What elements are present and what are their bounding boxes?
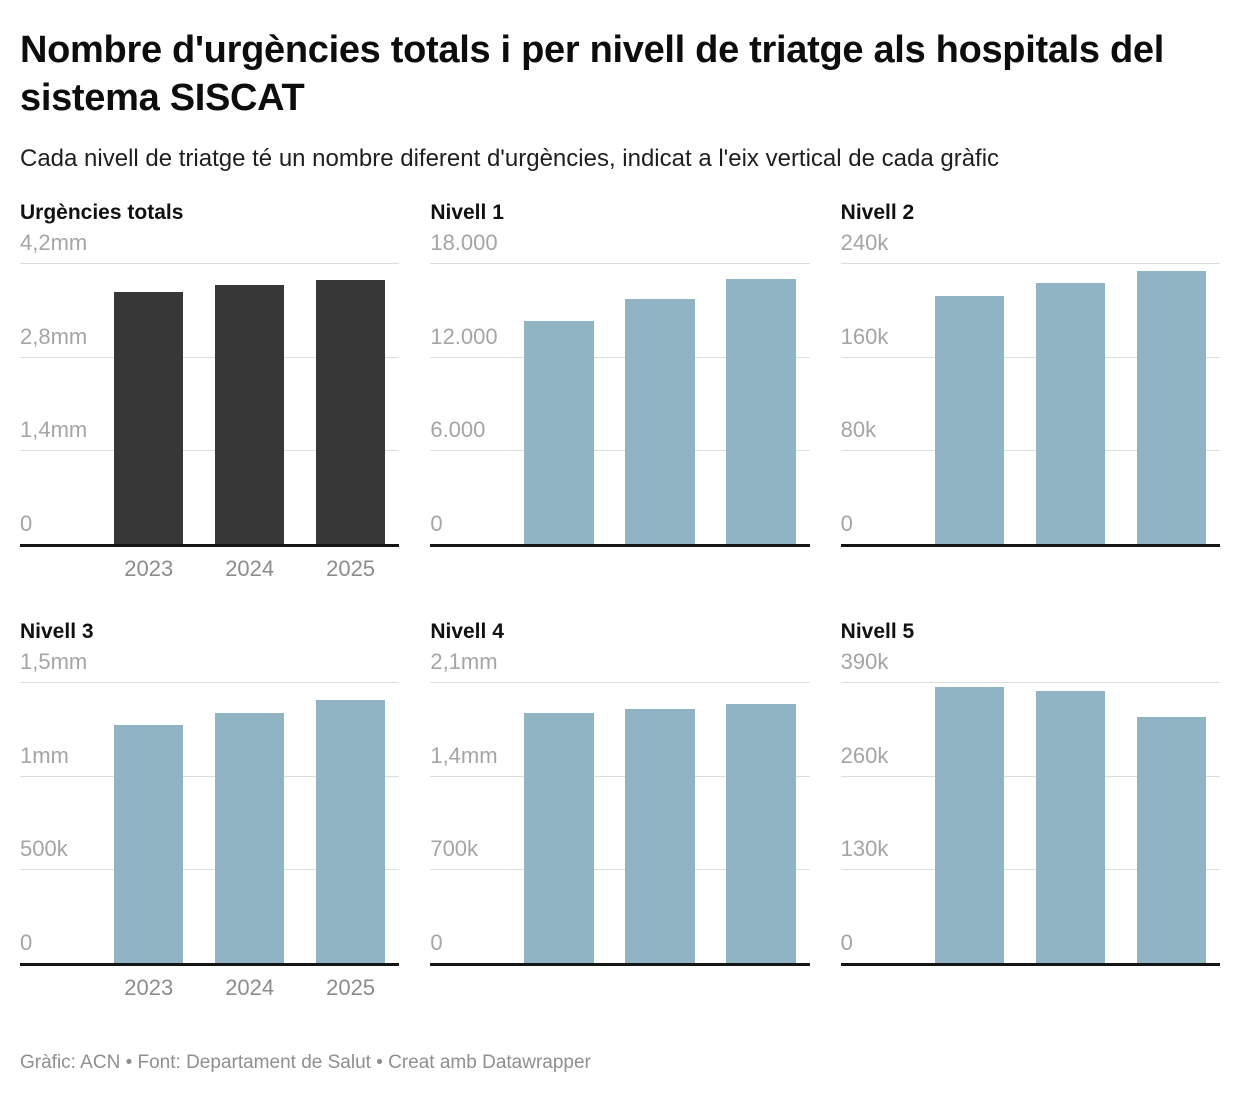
y-axis-tick-label: 700k: [430, 836, 479, 862]
chart-panel-urgencies-totals: Urgències totals 4,2mm 2,8mm 1,4mm 0 2023 20…: [20, 200, 400, 585]
plot-area: 18.000 12.000 6.000 0: [430, 232, 810, 547]
gridline: [20, 682, 400, 683]
chart-panel-nivell-5: Nivell 5 390k 260k 130k 0: [840, 619, 1220, 1004]
x-axis-tick-label: 2023: [124, 556, 174, 581]
x-axis-labels: 2023 2024 2025: [20, 966, 399, 1004]
x-axis-labels: [430, 547, 809, 585]
y-axis-tick-label: 18.000: [430, 230, 498, 255]
y-axis-tick-label: 6.000: [430, 417, 486, 443]
y-axis-tick-label: 2,8mm: [20, 323, 88, 349]
chart-title: Nivell 3: [20, 620, 94, 643]
bar-2024[interactable]: [625, 298, 695, 544]
bar-2024[interactable]: [1035, 282, 1106, 544]
x-axis-tick-label: 2025: [326, 975, 376, 1000]
chart-title: Nivell 5: [840, 620, 915, 643]
gridline: [430, 450, 810, 452]
y-axis-tick-label: 1mm: [20, 742, 69, 768]
y-axis-tick-label: 390k: [840, 649, 889, 674]
gridline: [430, 775, 810, 777]
x-axis-labels: [841, 966, 1220, 1004]
gridline: [20, 356, 400, 358]
gridline: [840, 263, 1220, 264]
chart-header: Nombre d'urgències totals i per nivell d…: [20, 26, 1220, 174]
y-axis-tick-label: 4,2mm: [20, 230, 88, 255]
bar-2023[interactable]: [934, 687, 1005, 963]
bar-2023[interactable]: [934, 295, 1005, 544]
y-axis-tick-label: 0: [20, 930, 33, 955]
x-axis-tick-label: 2023: [124, 975, 174, 1000]
attribution-footer: Gràfic: ACN • Font: Departament de Salut…: [20, 1052, 591, 1073]
gridline: [20, 263, 400, 264]
y-axis-tick-label: 12.000: [430, 323, 498, 349]
y-axis-tick-label: 500k: [20, 836, 68, 862]
chart-panel-nivell-3: Nivell 3 1,5mm 1mm 500k 0 2023 2024 2025: [20, 619, 400, 1004]
x-axis-tick-label: 2024: [225, 556, 275, 581]
x-axis-tick-label: 2025: [326, 556, 376, 581]
bar-2024[interactable]: [1035, 691, 1106, 963]
y-axis-tick-label: 1,4mm: [430, 742, 498, 768]
y-axis-tick-label: 260k: [840, 742, 889, 768]
page-title: Nombre d'urgències totals i per nivell d…: [20, 29, 1165, 119]
y-axis-tick-label: 0: [840, 511, 853, 536]
bar-2024[interactable]: [625, 708, 695, 963]
gridline: [430, 682, 810, 683]
chart-title: Nivell 1: [430, 201, 504, 224]
x-axis-labels: 2023 2024 2025: [20, 547, 399, 585]
bar-2025[interactable]: [315, 699, 386, 963]
gridline: [840, 682, 1220, 683]
y-axis-tick-label: 2,1mm: [430, 649, 498, 674]
bar-2023[interactable]: [524, 320, 594, 544]
chart-title: Nivell 4: [430, 620, 504, 643]
y-axis-tick-label: 0: [20, 511, 33, 536]
y-axis-tick-label: 0: [430, 930, 443, 955]
chart-title: Urgències totals: [20, 201, 184, 224]
y-axis-tick-label: 160k: [840, 323, 889, 349]
small-multiples-grid: Urgències totals 4,2mm 2,8mm 1,4mm 0 2023 20…: [20, 200, 1220, 1004]
bar-2023[interactable]: [114, 725, 184, 963]
plot-area: 2,1mm 1,4mm 700k 0: [430, 651, 810, 966]
bar-2024[interactable]: [214, 712, 285, 963]
y-axis-tick-label: 240k: [840, 230, 889, 255]
bar-2025[interactable]: [315, 279, 386, 544]
plot-area: 390k 260k 130k 0: [840, 651, 1220, 966]
plot-area: 240k 160k 80k 0: [840, 232, 1220, 547]
gridline: [20, 869, 400, 871]
gridline: [430, 356, 810, 358]
x-axis-labels: [430, 966, 809, 1004]
gridline: [430, 263, 810, 264]
x-axis-labels: [841, 547, 1220, 585]
bar-2025[interactable]: [726, 704, 796, 963]
gridline: [20, 775, 400, 777]
y-axis-tick-label: 80k: [840, 417, 877, 443]
y-axis-tick-label: 1,4mm: [20, 417, 88, 443]
gridline: [840, 869, 1220, 871]
gridline: [840, 450, 1220, 452]
plot-area: 4,2mm 2,8mm 1,4mm 0: [20, 232, 400, 547]
y-axis-tick-label: 0: [840, 930, 853, 955]
gridline: [430, 869, 810, 871]
bar-2025[interactable]: [1136, 271, 1206, 544]
gridline: [840, 356, 1220, 358]
bar-2023[interactable]: [524, 712, 594, 963]
x-axis-tick-label: 2024: [225, 975, 275, 1000]
bar-2023[interactable]: [114, 291, 184, 544]
y-axis-tick-label: 130k: [840, 836, 889, 862]
gridline: [840, 775, 1220, 777]
bar-2025[interactable]: [726, 279, 796, 544]
y-axis-tick-label: 0: [430, 511, 443, 536]
plot-area: 1,5mm 1mm 500k 0: [20, 651, 400, 966]
bar-2024[interactable]: [214, 285, 285, 544]
chart-title: Nivell 2: [840, 201, 915, 224]
y-axis-tick-label: 1,5mm: [20, 649, 88, 674]
gridline: [20, 450, 400, 452]
bar-2025[interactable]: [1136, 717, 1206, 963]
chart-panel-nivell-2: Nivell 2 240k 160k 80k 0: [840, 200, 1220, 585]
chart-panel-nivell-4: Nivell 4 2,1mm 1,4mm 700k 0: [430, 619, 810, 1004]
page-subtitle: Cada nivell de triatge té un nombre dife…: [20, 145, 1000, 172]
chart-panel-nivell-1: Nivell 1 18.000 12.000 6.000 0: [430, 200, 810, 585]
